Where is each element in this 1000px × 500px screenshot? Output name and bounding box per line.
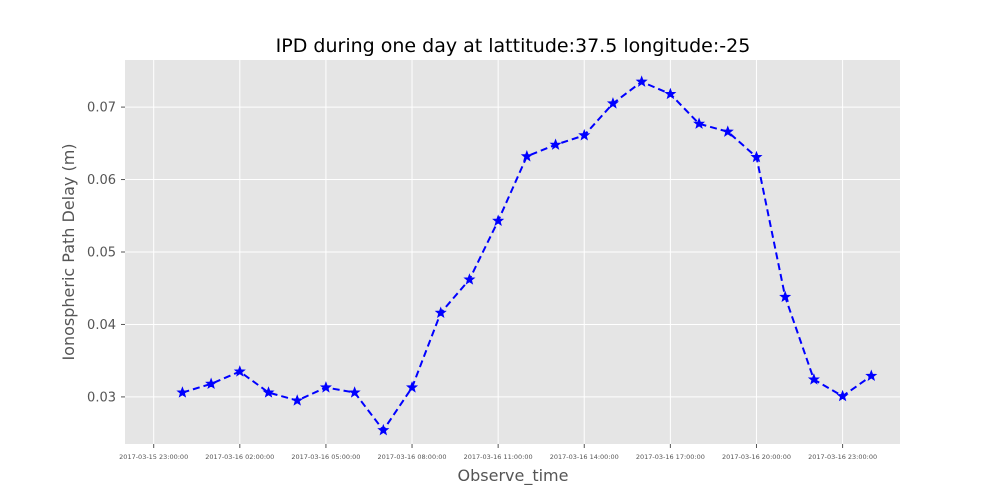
- x-tick-label: 2017-03-16 11:00:00: [464, 453, 533, 461]
- chart-title: IPD during one day at lattitude:37.5 lon…: [276, 35, 751, 57]
- y-tick-label: 0.04: [87, 318, 116, 333]
- data-point-star: [406, 381, 419, 393]
- data-point-star: [377, 423, 390, 436]
- x-tick-label: 2017-03-16 05:00:00: [291, 453, 360, 461]
- x-tick-label: 2017-03-16 14:00:00: [550, 453, 619, 461]
- data-point-star: [348, 386, 361, 398]
- data-point-star: [635, 75, 648, 87]
- data-point-star: [549, 138, 562, 150]
- data-point-star: [836, 389, 849, 402]
- x-tick-label: 2017-03-15 23:00:00: [119, 453, 188, 461]
- data-point-star: [319, 381, 332, 393]
- data-point-star: [520, 150, 533, 162]
- gridlines: [125, 60, 900, 444]
- data-point-star: [779, 290, 792, 303]
- x-tick-label: 2017-03-16 17:00:00: [636, 453, 705, 461]
- y-tick-label: 0.05: [87, 246, 116, 261]
- data-point-star: [865, 369, 878, 382]
- data-point-star: [176, 386, 189, 398]
- y-tick-label: 0.06: [87, 173, 116, 188]
- x-tick-label: 2017-03-16 23:00:00: [808, 453, 877, 461]
- data-point-star: [750, 150, 763, 163]
- data-point-star: [606, 97, 619, 109]
- data-point-star: [492, 214, 505, 226]
- x-axis-label: Observe_time: [458, 466, 569, 486]
- data-point-star: [463, 273, 476, 285]
- data-point-star: [693, 117, 706, 129]
- y-axis-label: Ionospheric Path Delay (m): [59, 143, 78, 360]
- x-tick-label: 2017-03-16 02:00:00: [205, 453, 274, 461]
- data-point-star: [262, 386, 275, 398]
- series-ipd: [176, 75, 878, 436]
- data-point-star: [807, 373, 820, 385]
- data-point-star: [291, 394, 304, 406]
- data-point-star: [434, 306, 447, 318]
- data-point-star: [578, 129, 591, 141]
- x-tick-label: 2017-03-16 08:00:00: [378, 453, 447, 461]
- data-point-star: [664, 87, 677, 100]
- axes: 2017-03-15 23:00:00 2017-03-16 02:00:00 20…: [87, 101, 877, 461]
- data-point-star: [205, 377, 218, 389]
- y-tick-label: 0.03: [87, 390, 116, 405]
- data-point-star: [721, 125, 734, 137]
- data-point-star: [233, 365, 246, 377]
- y-tick-label: 0.07: [87, 101, 116, 116]
- x-tick-label: 2017-03-16 20:00:00: [722, 453, 791, 461]
